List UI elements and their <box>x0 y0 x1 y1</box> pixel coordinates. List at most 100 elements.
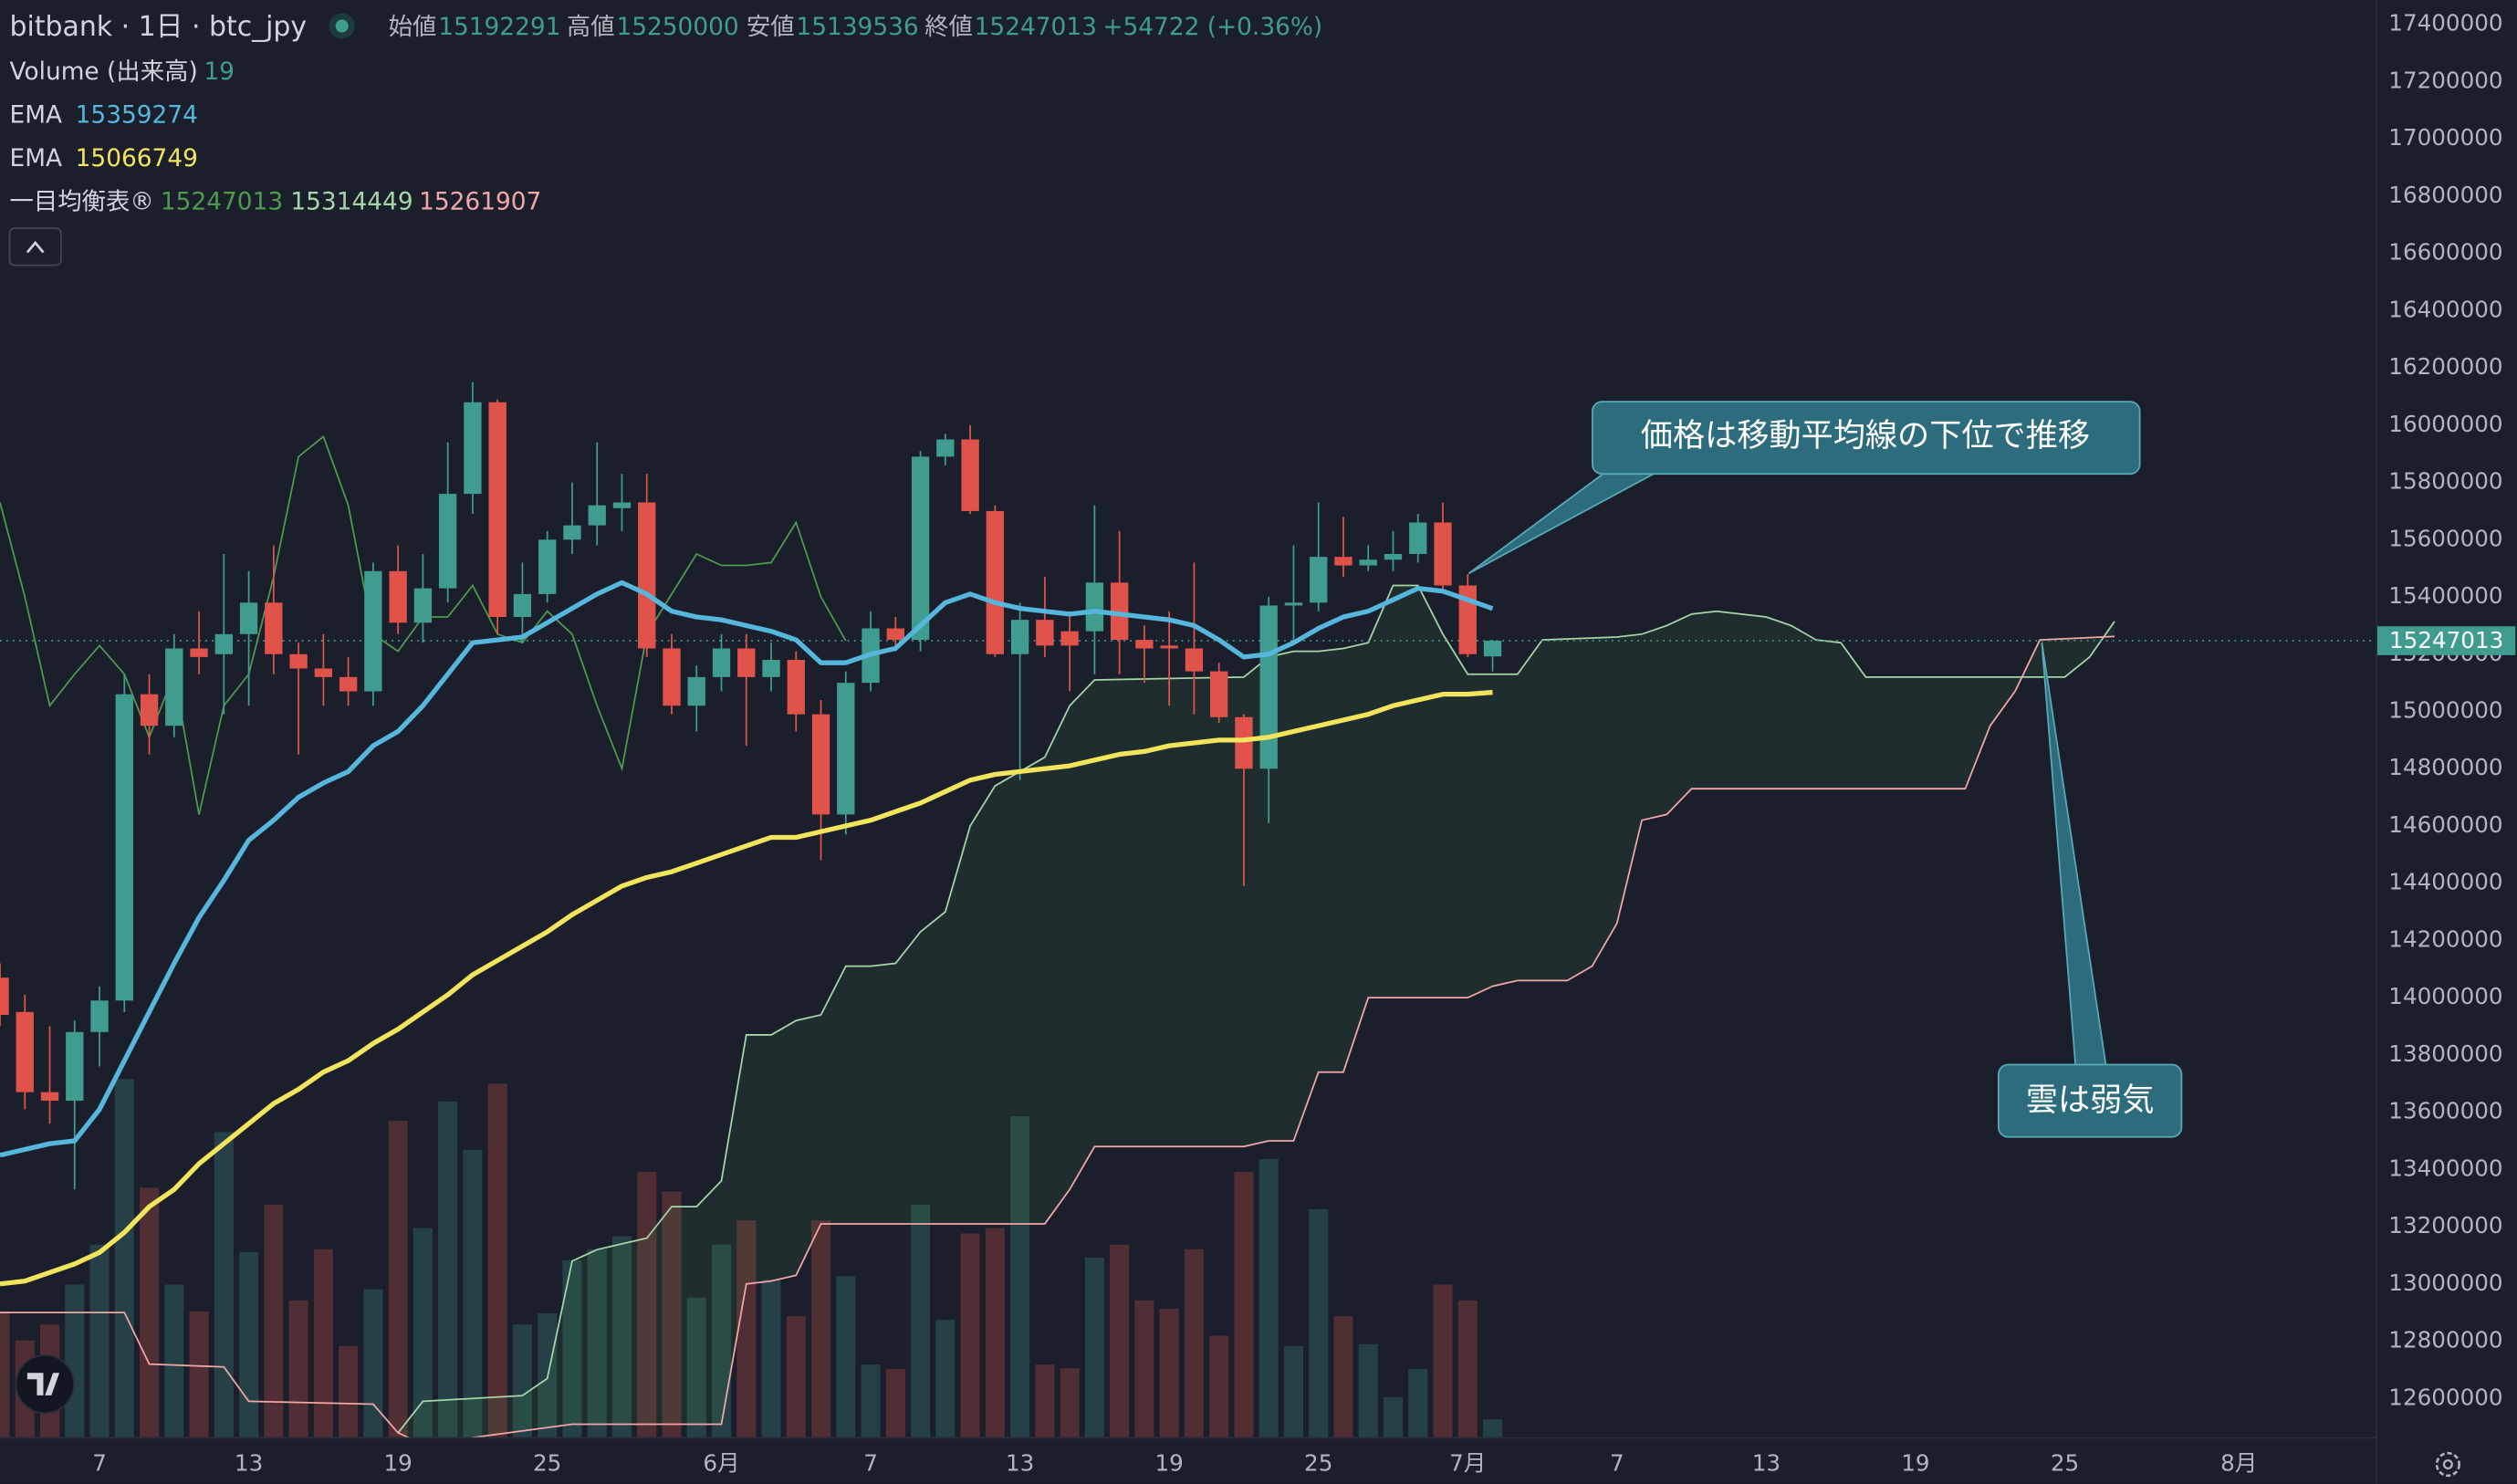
volume-bar <box>1383 1396 1404 1437</box>
candle-body <box>239 602 258 634</box>
ichimoku-line <box>397 584 2115 1434</box>
volume-bar <box>861 1364 881 1437</box>
volume-bar <box>1035 1364 1055 1437</box>
candle-body <box>538 539 557 594</box>
volume-bar <box>487 1083 507 1437</box>
candle-body <box>1060 631 1079 646</box>
ema-legend: EMA <box>10 102 62 130</box>
volume-bar <box>1457 1300 1478 1437</box>
open-label: 始値 <box>389 14 437 41</box>
volume-bar <box>214 1132 234 1437</box>
volume-bar <box>0 1312 10 1437</box>
volume-bar <box>139 1187 160 1437</box>
candle-body <box>1334 557 1352 566</box>
candle-body <box>1160 645 1178 649</box>
high-value: 15250000 <box>616 14 738 41</box>
candle-body <box>811 714 830 815</box>
x-tick-label: 7 <box>92 1450 107 1477</box>
volume-bar <box>1060 1368 1080 1437</box>
candle-body <box>1259 605 1278 769</box>
candle-body <box>339 676 358 692</box>
candle-body <box>936 439 955 457</box>
y-tick-label: 16200000 <box>2388 353 2502 380</box>
volume-bar <box>413 1228 433 1437</box>
volume-bar <box>1084 1257 1104 1437</box>
volume-bar <box>1209 1335 1229 1437</box>
volume-value: 19 <box>204 58 235 86</box>
candle-body <box>90 1000 109 1032</box>
volume-bar <box>1283 1345 1304 1437</box>
x-tick-label: 25 <box>533 1450 561 1477</box>
chart-title: bitbank · 1日 · btc_jpy <box>10 11 308 43</box>
volume-bar <box>1159 1309 1179 1437</box>
volume-bar <box>935 1320 956 1437</box>
volume-bar <box>587 1249 607 1437</box>
candle-body <box>265 602 283 654</box>
candle-body <box>1036 620 1054 646</box>
volume-legend: Volume (出来高) <box>10 58 198 86</box>
x-tick-label: 13 <box>235 1450 263 1477</box>
candle-body <box>1135 640 1154 649</box>
candle-body <box>687 676 705 706</box>
change-value: +54722 (+0.36%) <box>1102 14 1322 41</box>
volume-bar <box>1258 1158 1279 1437</box>
x-tick-label: 7月 <box>1449 1450 1486 1477</box>
candle-body <box>0 977 9 1015</box>
x-tick-label: 19 <box>1901 1450 1929 1477</box>
volume-bar <box>562 1260 582 1437</box>
volume-bar <box>1358 1343 1378 1437</box>
volume-bar <box>836 1276 856 1437</box>
volume-bar <box>189 1312 209 1437</box>
price-label-box <box>2376 626 2516 655</box>
y-tick-label: 14000000 <box>2388 983 2502 1009</box>
volume-bar <box>164 1284 184 1437</box>
candle-body <box>214 633 234 654</box>
ema-line <box>0 689 1493 1287</box>
candle-body <box>563 525 581 540</box>
collapse-button[interactable] <box>8 227 62 266</box>
candle-body <box>488 402 507 617</box>
candle-body <box>911 456 930 641</box>
candle-body <box>140 694 159 726</box>
volume-bar <box>438 1101 458 1437</box>
candle-body <box>1310 557 1328 603</box>
y-tick-label: 13600000 <box>2388 1098 2502 1124</box>
y-tick-label: 16400000 <box>2388 296 2502 322</box>
x-tick-label: 7 <box>863 1450 878 1477</box>
plot-area <box>0 381 2376 1437</box>
volume-bar <box>363 1289 383 1437</box>
close-label: 終値 <box>924 14 973 41</box>
settings-icon[interactable] <box>2435 1451 2460 1478</box>
chevron-icon <box>26 240 45 254</box>
volume-bar <box>960 1233 980 1437</box>
x-tick-label: 13 <box>1752 1450 1781 1477</box>
y-tick-label: 14200000 <box>2388 925 2502 952</box>
candle-body <box>1483 641 1502 657</box>
volume-bar <box>885 1369 905 1437</box>
y-tick-label: 13800000 <box>2388 1040 2502 1067</box>
volume-bar <box>1134 1300 1154 1437</box>
ichimoku-cloud <box>398 585 2115 1437</box>
y-tick-label: 16000000 <box>2388 411 2502 437</box>
ichimoku-line <box>0 635 2115 1437</box>
x-tick-label: 19 <box>1154 1450 1183 1477</box>
volume-bar <box>686 1297 706 1437</box>
y-tick-label: 17000000 <box>2388 124 2502 151</box>
volume-bar <box>985 1228 1005 1437</box>
callout: 雲は弱気 <box>1997 642 2183 1138</box>
y-tick-label: 16800000 <box>2388 182 2502 208</box>
candle-body <box>961 439 979 511</box>
logo-circle <box>15 1354 75 1415</box>
volume-bar <box>1234 1172 1254 1437</box>
status-dot <box>335 19 349 33</box>
volume-bar <box>637 1172 657 1437</box>
candle-body <box>190 648 208 657</box>
candle-body <box>787 660 805 715</box>
volume-bar <box>264 1204 284 1437</box>
x-tick-label: 7 <box>1610 1450 1624 1477</box>
candle-body <box>1434 522 1452 586</box>
candle-body <box>314 668 333 677</box>
y-tick-label: 15400000 <box>2388 582 2502 609</box>
candle-body <box>513 593 532 617</box>
